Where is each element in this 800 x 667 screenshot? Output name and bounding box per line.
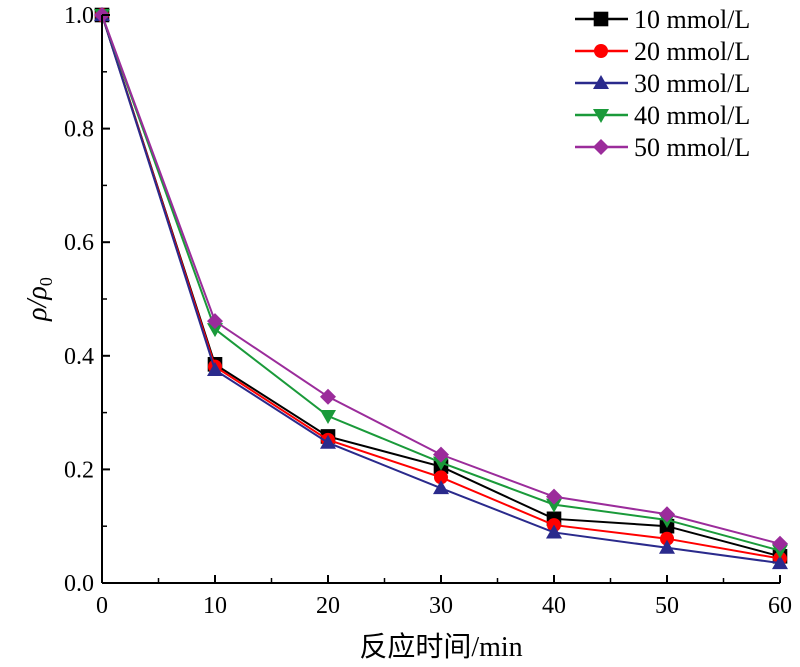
- data-point: [433, 446, 449, 463]
- data-point: [207, 313, 223, 330]
- data-point: [546, 488, 562, 505]
- y-axis-label-base: ρ/ρ: [22, 286, 53, 322]
- legend: 10 mmol/L 20 mmol/L 30 mmol/L 40 mmol/L 50 m…: [575, 5, 750, 162]
- data-point: [546, 524, 562, 539]
- data-point: [772, 535, 788, 552]
- y-axis-label: ρ/ρ0: [22, 277, 56, 322]
- series-50-mmol-l: [94, 7, 788, 552]
- x-ticks: 0 10 20 30 40 50 60: [96, 575, 792, 619]
- legend-label: 20 mmol/L: [634, 37, 750, 66]
- y-tick-label: 0.2: [64, 457, 94, 483]
- legend-marker: [594, 44, 608, 58]
- y-axis-label-subscript: 0: [36, 277, 56, 286]
- axes: 0.0 0.2 0.4 0.6 0.8 1.0 0 10 20 30 40 50 60: [64, 3, 792, 619]
- data-point: [320, 434, 336, 449]
- legend-label: 40 mmol/L: [634, 101, 750, 130]
- y-tick-label: 1.0: [64, 3, 94, 29]
- legend-marker: [593, 109, 609, 123]
- data-point: [546, 498, 562, 513]
- data-point: [320, 410, 336, 425]
- data-point: [659, 539, 675, 554]
- legend-label: 30 mmol/L: [634, 69, 750, 98]
- legend-marker: [593, 11, 609, 27]
- x-tick-label: 10: [203, 593, 227, 619]
- data-point: [660, 531, 674, 546]
- x-tick-label: 20: [316, 593, 340, 619]
- data-point: [433, 456, 449, 471]
- x-tick-label: 50: [655, 593, 679, 619]
- y-tick-label: 0.0: [64, 571, 94, 597]
- x-tick-label: 60: [768, 593, 792, 619]
- data-point: [434, 470, 448, 485]
- data-point: [772, 555, 788, 570]
- x-tick-label: 40: [542, 593, 566, 619]
- legend-item: 10 mmol/L: [575, 5, 750, 34]
- series-layer: [94, 7, 788, 570]
- x-tick-label: 0: [96, 593, 108, 619]
- data-point: [207, 362, 223, 376]
- legend-label: 10 mmol/L: [634, 5, 750, 34]
- legend-label: 50 mmol/L: [634, 133, 750, 162]
- legend-marker: [593, 75, 609, 89]
- y-ticks: 0.0 0.2 0.4 0.6 0.8 1.0: [64, 3, 110, 597]
- y-tick-label: 0.6: [64, 230, 94, 256]
- legend-item: 20 mmol/L: [575, 37, 750, 66]
- legend-item: 50 mmol/L: [575, 133, 750, 162]
- y-tick-label: 0.8: [64, 117, 94, 143]
- legend-item: 30 mmol/L: [575, 69, 750, 98]
- legend-item: 40 mmol/L: [575, 101, 750, 130]
- data-point: [320, 388, 336, 405]
- x-axis-label: 反应时间/min: [359, 631, 522, 663]
- data-point: [207, 323, 223, 338]
- data-point: [659, 506, 675, 523]
- legend-marker: [593, 139, 609, 155]
- y-tick-label: 0.4: [64, 344, 94, 370]
- data-point: [433, 480, 449, 495]
- x-tick-label: 30: [429, 593, 453, 619]
